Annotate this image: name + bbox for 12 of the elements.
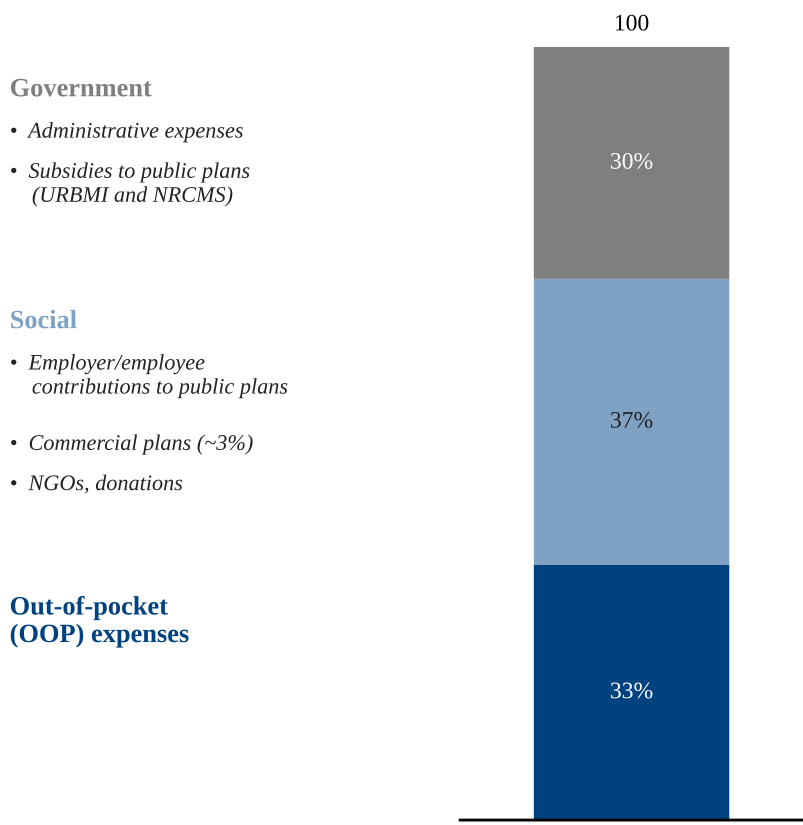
total-label: 100	[616, 14, 648, 31]
data-label: 30%	[611, 152, 652, 169]
text: Government	[10, 78, 152, 97]
text: Social	[11, 310, 77, 328]
text: Out-of-pocket (OOP) expenses	[10, 596, 189, 648]
data-label: 37%	[611, 412, 652, 428]
text: • Subsidies to public plans (URBMI and NRCMS)	[11, 162, 250, 207]
text: • Administrative expenses	[11, 122, 243, 142]
text: • Commercial plans (~3%)	[11, 434, 253, 455]
text: • NGOs, donations	[11, 474, 182, 494]
data-label: 33%	[611, 682, 652, 698]
text: • Employer/employee contributions to public plans	[11, 354, 288, 398]
